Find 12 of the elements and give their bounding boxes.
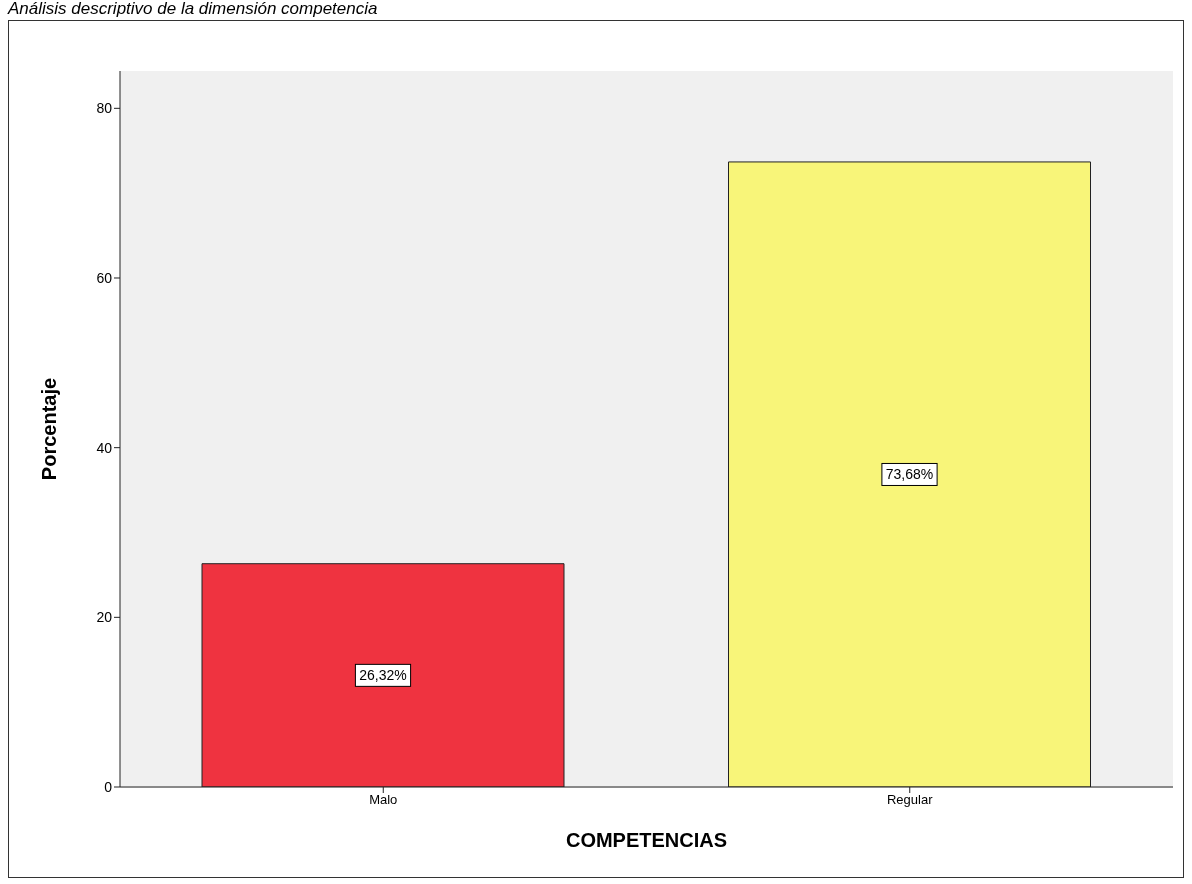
y-tick-label: 0 — [104, 778, 113, 795]
y-tick-label: 40 — [96, 439, 113, 456]
data-label: 73,68% — [885, 466, 934, 483]
y-tick-label: 60 — [96, 269, 113, 286]
data-label: 26,32% — [359, 667, 407, 684]
y-axis-title: Porcentaje — [38, 377, 61, 481]
y-tick-label: 20 — [96, 609, 113, 626]
x-tick-label: Malo — [369, 792, 398, 808]
y-tick-label: 80 — [96, 100, 113, 117]
chart-title: Análisis descriptivo de la dimensión competencia — [8, 0, 379, 18]
x-tick-label: Regular — [886, 792, 934, 808]
x-axis-title: COMPETENCIAS — [565, 829, 728, 851]
